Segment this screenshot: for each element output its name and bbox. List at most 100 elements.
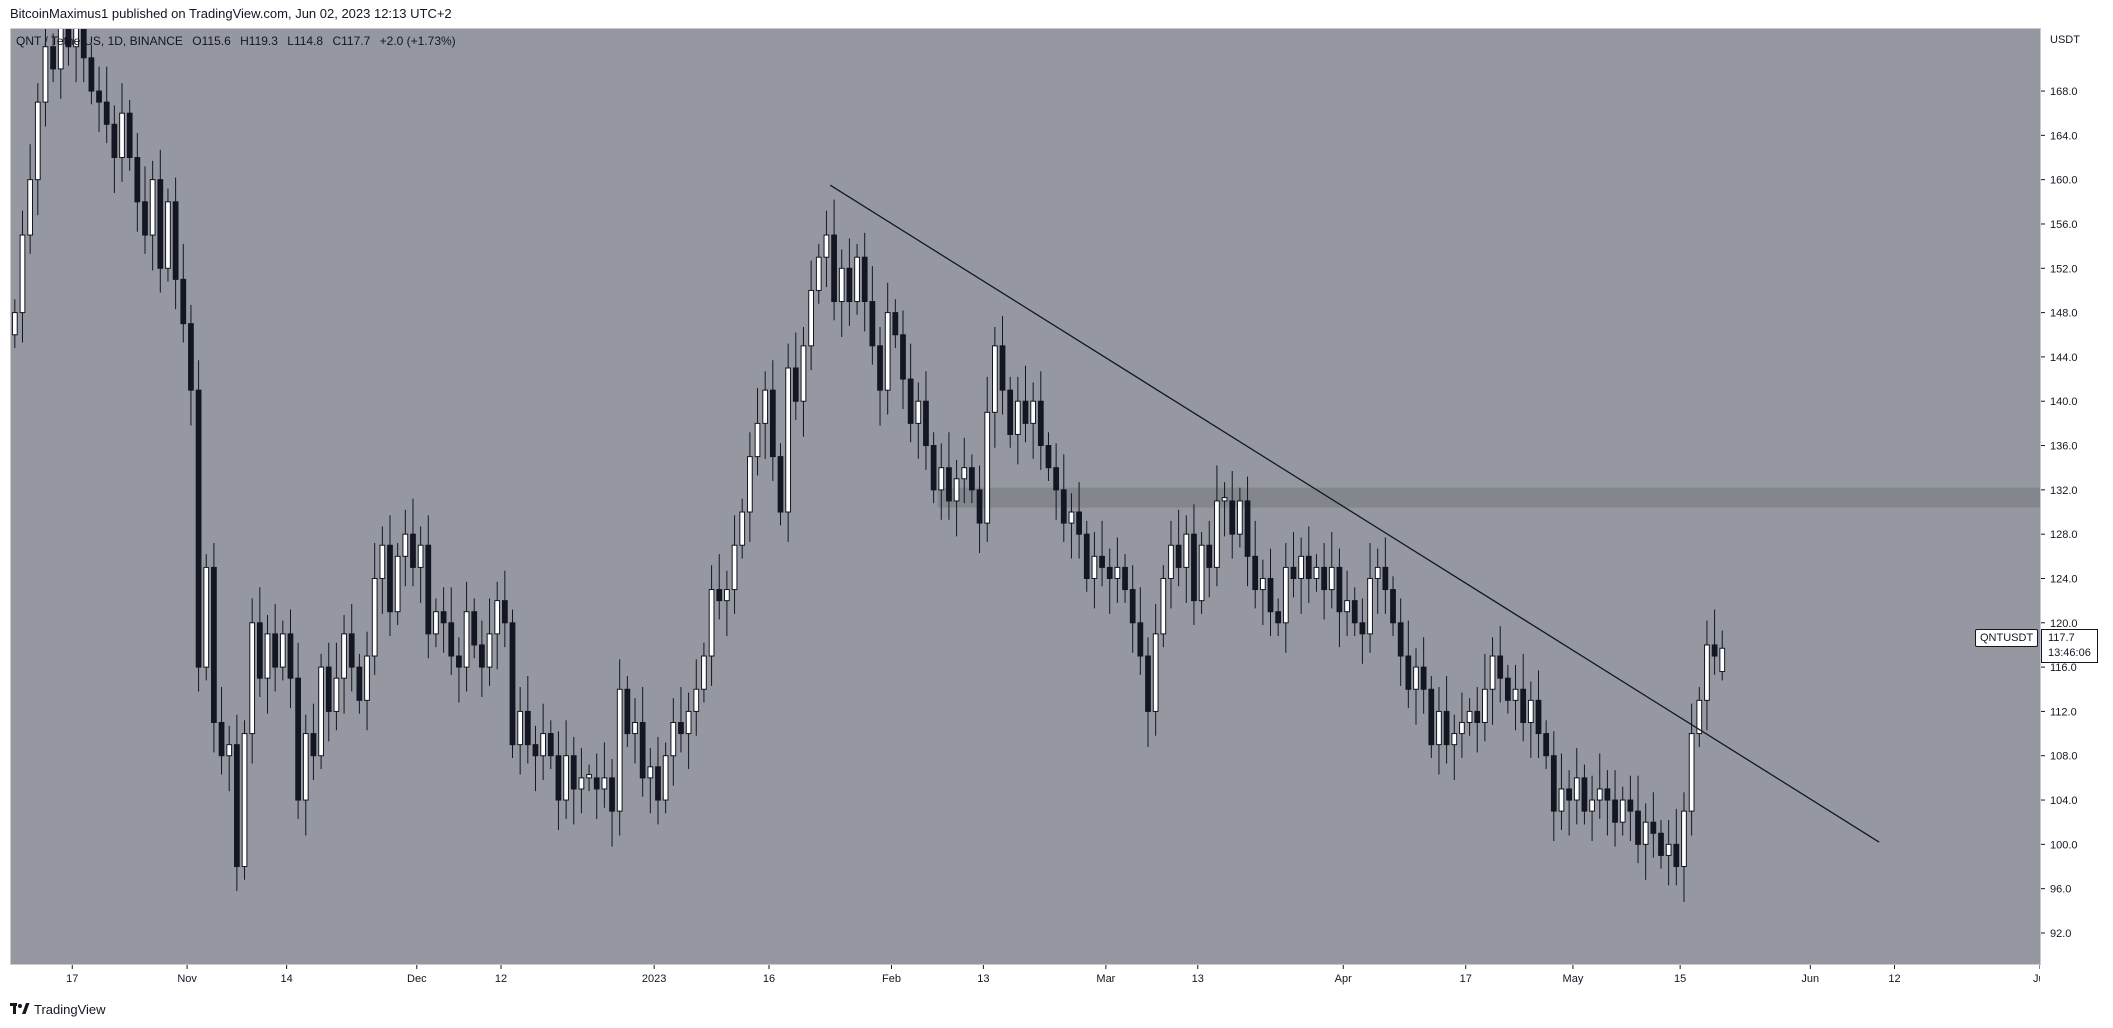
candle xyxy=(1405,620,1412,709)
candle xyxy=(1397,598,1404,686)
candle xyxy=(1359,598,1366,664)
candlestick-chart[interactable] xyxy=(11,0,2041,964)
candle-body xyxy=(938,467,945,491)
candle xyxy=(639,687,646,797)
last-price-value: 117.7 xyxy=(2048,632,2075,644)
candle xyxy=(693,659,700,736)
candle-body xyxy=(1688,733,1695,812)
candle-body xyxy=(103,101,110,125)
candle xyxy=(854,243,860,315)
candle-body xyxy=(992,345,998,413)
candle-body xyxy=(655,766,661,801)
candle-body xyxy=(1275,611,1282,624)
candle-body xyxy=(961,467,968,480)
candle xyxy=(42,16,49,127)
candle xyxy=(188,304,194,426)
candle xyxy=(203,554,210,681)
candle xyxy=(142,166,148,254)
price-tick-label: 96.0 xyxy=(2050,884,2071,896)
price-tick-label: 164.0 xyxy=(2050,130,2078,142)
candle xyxy=(938,443,945,520)
candle-body xyxy=(716,589,723,602)
chart-plot-area[interactable] xyxy=(11,0,2041,964)
candle xyxy=(1145,637,1151,747)
candle xyxy=(1091,531,1098,609)
candle xyxy=(1122,554,1128,603)
candle xyxy=(1642,803,1649,880)
candle xyxy=(892,299,899,349)
price-tick-label: 92.0 xyxy=(2050,928,2071,940)
candle xyxy=(1589,775,1595,842)
candle xyxy=(762,371,769,459)
candle xyxy=(701,642,707,703)
candle xyxy=(1367,543,1373,653)
candle xyxy=(1030,382,1037,459)
candle-body xyxy=(524,710,531,746)
candle xyxy=(1665,819,1672,886)
candle-body xyxy=(42,46,49,103)
candle xyxy=(1512,664,1519,731)
candle xyxy=(570,736,577,825)
candle-body xyxy=(1581,777,1588,812)
candle-body xyxy=(279,633,286,668)
candle-body xyxy=(815,256,822,291)
candle xyxy=(1275,598,1282,637)
candle-body xyxy=(1221,497,1228,502)
time-axis[interactable]: 17 Nov 14 Dec 12 2023 16 Feb 13 Mar 13 Apr 17 May 15 Ju… xyxy=(11,965,2047,991)
candle xyxy=(930,432,937,504)
candle xyxy=(1298,537,1305,614)
candle-body xyxy=(402,533,409,557)
candle-body xyxy=(1436,710,1442,746)
candle xyxy=(1681,792,1687,902)
candle-body xyxy=(1573,777,1580,801)
candle xyxy=(1543,720,1550,770)
candle xyxy=(318,653,324,770)
candle-body xyxy=(1237,500,1243,535)
candle-body xyxy=(1550,755,1557,812)
candle-body xyxy=(394,555,401,613)
candle-body xyxy=(433,611,439,635)
candle-body xyxy=(792,367,799,402)
candle xyxy=(1351,587,1358,637)
time-tick-label: 17 xyxy=(66,973,78,985)
candle xyxy=(792,332,799,421)
candle xyxy=(417,526,424,603)
candle xyxy=(479,620,485,698)
candle-body xyxy=(1642,821,1649,845)
candle xyxy=(1527,681,1534,758)
legend-close-label: C xyxy=(332,34,342,48)
candle-body xyxy=(1206,544,1213,568)
candle-body xyxy=(1099,555,1105,568)
candle xyxy=(486,598,493,686)
candle xyxy=(1129,565,1136,653)
candle xyxy=(1160,565,1167,648)
candle xyxy=(440,587,447,653)
price-tick-label: 116.0 xyxy=(2050,662,2077,674)
top-bar: BitcoinMaximus1 published on TradingView… xyxy=(0,0,2113,28)
candle xyxy=(547,720,554,770)
candle-body xyxy=(1014,400,1021,435)
candle-body xyxy=(1428,688,1435,746)
time-tick-label: Dec xyxy=(407,973,427,985)
candle-body xyxy=(1160,577,1167,635)
candle xyxy=(999,315,1006,415)
candle-body xyxy=(1619,799,1626,823)
candle-body xyxy=(708,589,715,657)
candle xyxy=(1451,714,1458,781)
candle xyxy=(501,570,508,648)
candle-body xyxy=(302,733,309,801)
candle xyxy=(1443,675,1450,764)
candle-body xyxy=(578,777,585,790)
candle xyxy=(1060,454,1067,542)
candle-body xyxy=(1650,821,1657,834)
candle xyxy=(333,642,340,731)
candle-body xyxy=(1604,788,1611,801)
price-tick-label: 104.0 xyxy=(2050,795,2078,807)
candle xyxy=(877,327,883,426)
footer-brand-text: TradingView xyxy=(34,1002,106,1017)
candle xyxy=(379,526,386,614)
candle-body xyxy=(616,688,623,812)
candle xyxy=(1520,653,1527,742)
candle xyxy=(915,382,922,459)
price-axis[interactable]: 168.0 164.0 160.0 156.0 152.0 148.0 144.0 140.0… xyxy=(2040,29,2113,964)
